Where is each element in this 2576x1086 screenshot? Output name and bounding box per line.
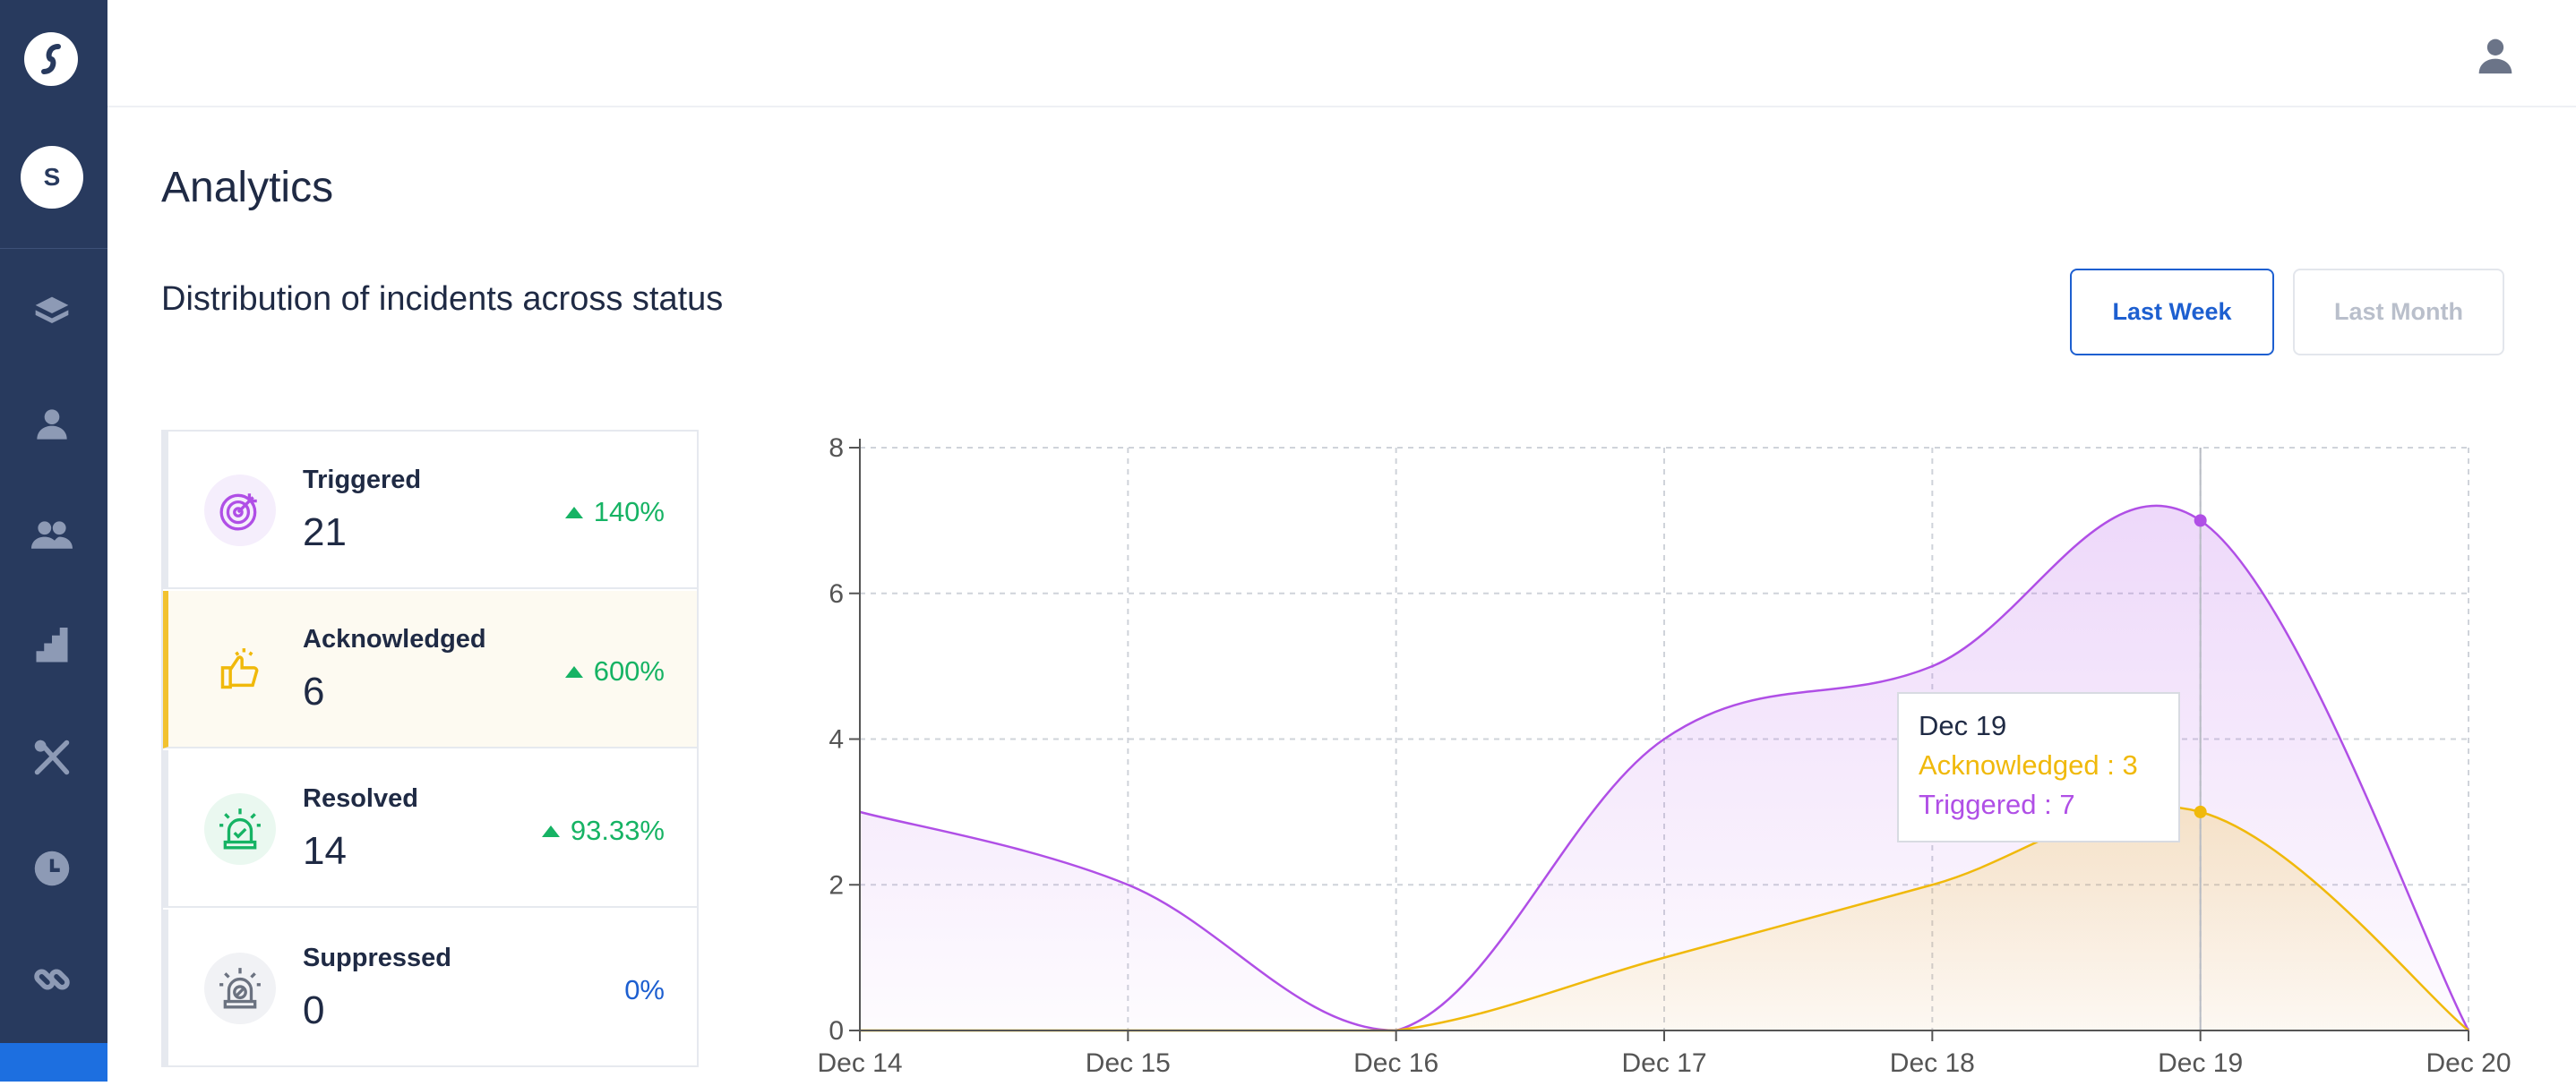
status-count: 21: [303, 510, 347, 554]
x-tick-label: Dec 14: [817, 1048, 902, 1078]
x-tick-label: Dec 18: [1890, 1048, 1975, 1078]
tooltip-triggered: Triggered : 7: [1919, 789, 2075, 820]
page-title: Analytics: [161, 164, 334, 211]
y-tick-label: 8: [829, 433, 844, 463]
y-tick-label: 0: [829, 1016, 844, 1046]
trend-up-icon: [541, 825, 560, 837]
sidebar: S: [0, 0, 107, 1082]
y-tick-label: 4: [829, 725, 844, 755]
status-cards: Triggered 21 140% Acknowledged 6 600% Re…: [161, 430, 699, 1067]
tooltip-acknowledged: Acknowledged : 3: [1919, 749, 2138, 781]
status-count: 6: [303, 670, 325, 714]
thumbs-up-icon: [204, 634, 276, 705]
trend-up-icon: [564, 665, 583, 678]
status-label: Resolved: [303, 784, 418, 813]
y-tick-label: 6: [829, 579, 844, 609]
link-icon[interactable]: [27, 954, 77, 1005]
status-card-acknowledged[interactable]: Acknowledged 6 600%: [163, 591, 697, 748]
incident-chart: 0 2 4 6 8 Dec 14 Dec 15 Dec 16 Dec 17 Dec 18 Dec 1…: [788, 421, 2544, 1082]
tools-icon[interactable]: [27, 732, 77, 782]
y-tick-label: 2: [829, 870, 844, 900]
sidebar-divider: [0, 248, 107, 249]
last-week-button[interactable]: Last Week: [2070, 269, 2274, 355]
x-tick-label: Dec 17: [1621, 1048, 1706, 1078]
series-area-acknowledged: [860, 806, 2469, 1030]
suppressed-alarm-icon: [204, 953, 276, 1024]
hover-point-acknowledged: [2194, 805, 2207, 818]
status-delta: 0%: [624, 974, 665, 1005]
user-icon[interactable]: [27, 399, 77, 449]
series-line-triggered: [859, 504, 2470, 1032]
status-count: 14: [303, 829, 347, 873]
chart-tooltip: Dec 19 Acknowledged : 3 Triggered : 7: [1897, 692, 2180, 842]
trend-up-icon: [564, 506, 583, 518]
status-delta: 93.33%: [541, 815, 665, 847]
hover-point-triggered: [2194, 514, 2207, 527]
status-delta: 600%: [564, 655, 665, 688]
status-card-triggered[interactable]: Triggered 21 140%: [163, 432, 697, 589]
clock-icon[interactable]: [27, 843, 77, 894]
status-delta: 140%: [564, 496, 665, 528]
target-icon: [204, 475, 276, 546]
logo-icon[interactable]: [24, 32, 78, 86]
x-tick-label: Dec 20: [2426, 1048, 2511, 1078]
status-label: Acknowledged: [303, 625, 486, 654]
account-icon[interactable]: [2476, 36, 2515, 75]
status-count: 0: [303, 988, 325, 1032]
status-label: Triggered: [303, 466, 422, 494]
sidebar-active-item[interactable]: [0, 1043, 107, 1082]
area-chart: 0 2 4 6 8 Dec 14 Dec 15 Dec 16 Dec 17 Dec 18 Dec 1…: [817, 433, 2511, 1078]
org-avatar[interactable]: S: [21, 146, 83, 209]
tooltip-date: Dec 19: [1919, 710, 2007, 741]
status-card-suppressed[interactable]: Suppressed 0 0%: [163, 910, 697, 1067]
last-month-button[interactable]: Last Month: [2293, 269, 2504, 355]
status-label: Suppressed: [303, 944, 451, 972]
stairs-icon[interactable]: [27, 621, 77, 671]
top-bar: [107, 0, 2576, 107]
layers-icon[interactable]: [27, 288, 77, 338]
status-card-resolved[interactable]: Resolved 14 93.33%: [163, 750, 697, 908]
x-tick-label: Dec 15: [1086, 1048, 1171, 1078]
alarm-icon: [204, 793, 276, 865]
section-title: Distribution of incidents across status: [161, 280, 724, 318]
x-tick-label: Dec 19: [2158, 1048, 2243, 1078]
team-icon[interactable]: [27, 510, 77, 560]
x-tick-label: Dec 16: [1353, 1048, 1438, 1078]
